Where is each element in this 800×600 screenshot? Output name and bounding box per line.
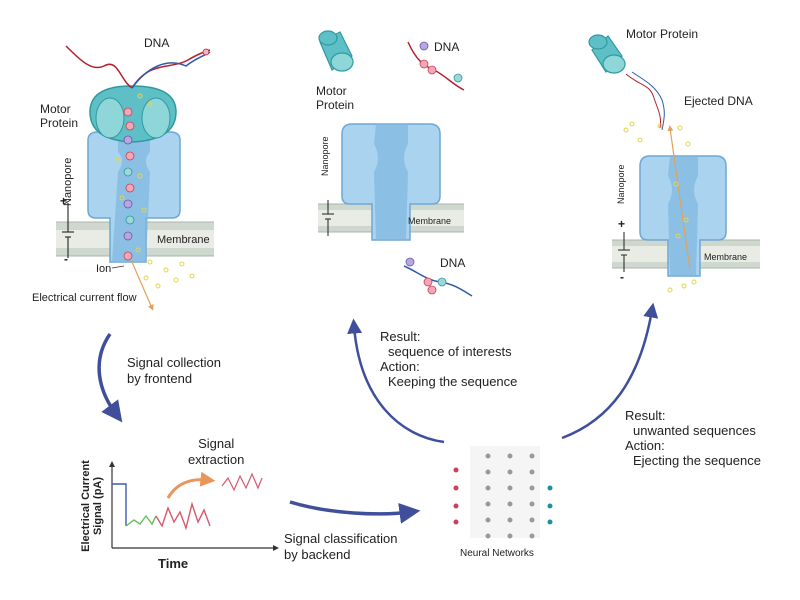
right-ions <box>623 121 697 293</box>
extracted-signal <box>221 472 263 492</box>
signal-plot-x-label: Time <box>158 556 189 571</box>
left-dna-label: DNA <box>144 36 170 50</box>
right-battery-icon <box>618 232 630 272</box>
ejected-dna-strand <box>625 73 661 129</box>
eject-action-label: Action: <box>625 438 665 453</box>
extraction-arrow <box>166 471 216 499</box>
middle-motor-protein-label: Motor Protein <box>316 84 355 112</box>
right-plus-sign: + <box>618 217 626 231</box>
right-nanopore-label: Nanopore <box>616 164 626 204</box>
middle-membrane-label: Membrane <box>408 216 452 226</box>
arrow-to-eject <box>561 302 659 440</box>
signal-plot <box>109 461 279 551</box>
current-flow-arrow <box>131 261 154 311</box>
left-nanopore-panel <box>56 45 214 311</box>
keep-result-block: Result: sequence of interests Action: Ke… <box>380 329 517 389</box>
middle-motor-protein <box>318 30 354 72</box>
right-motor-protein <box>588 34 626 74</box>
nn-hidden-layers <box>485 453 535 539</box>
right-nanopore-panel <box>588 34 760 293</box>
left-ions <box>115 93 195 289</box>
eject-action-value: Ejecting the sequence <box>633 453 761 468</box>
signal-collection-label: Signal collection by frontend <box>127 355 221 386</box>
left-dna-beads <box>123 107 135 261</box>
ejection-arrow <box>667 125 691 271</box>
neural-network-icon <box>453 446 553 539</box>
left-battery-icon <box>62 203 74 258</box>
arrow-signal-classification <box>289 500 421 524</box>
eject-result-value: unwanted sequences <box>633 423 756 438</box>
current-flow-label: Electrical current flow <box>32 292 137 304</box>
middle-dna-top-label: DNA <box>434 40 460 54</box>
keep-action-label: Action: <box>380 359 420 374</box>
middle-dna-bottom-label: DNA <box>440 256 466 270</box>
middle-nanopore-panel <box>318 30 473 297</box>
left-dna-strand <box>65 45 133 89</box>
neural-networks-label: Neural Networks <box>460 548 534 559</box>
left-plus-sign: + <box>60 194 68 208</box>
arrow-to-keep <box>347 318 445 444</box>
right-minus-sign: - <box>620 270 624 284</box>
signal-classification-label: Signal classification by backend <box>284 531 398 562</box>
keep-action-value: Keeping the sequence <box>388 374 518 389</box>
signal-trace-red <box>155 501 211 531</box>
left-minus-sign: - <box>64 252 68 266</box>
middle-dna-top <box>407 41 465 91</box>
signal-plot-y-label: Electrical Current Signal (pA) <box>80 460 104 552</box>
right-membrane-label: Membrane <box>704 252 748 262</box>
middle-dna-bottom <box>403 257 473 297</box>
ejected-dna-label: Ejected DNA <box>684 94 753 108</box>
eject-result-block: Result: unwanted sequences Action: Eject… <box>625 408 761 468</box>
keep-result-value: sequence of interests <box>388 344 512 359</box>
signal-trace-green <box>125 514 157 527</box>
ion-label: Ion <box>96 263 112 275</box>
eject-result-label: Result: <box>625 408 666 423</box>
signal-extraction-label: Signal extraction <box>188 436 245 467</box>
signal-trace-baseline <box>112 483 127 526</box>
arrow-signal-collection <box>97 333 123 423</box>
right-motor-protein-label: Motor Protein <box>626 27 699 41</box>
left-membrane-label: Membrane <box>157 234 210 246</box>
nn-output-layer <box>547 485 553 525</box>
nn-input-layer <box>453 467 459 525</box>
left-motor-protein-label: Motor Protein <box>40 102 79 130</box>
middle-battery-icon <box>322 200 334 236</box>
middle-nanopore-label: Nanopore <box>320 136 330 176</box>
keep-result-label: Result: <box>380 329 421 344</box>
